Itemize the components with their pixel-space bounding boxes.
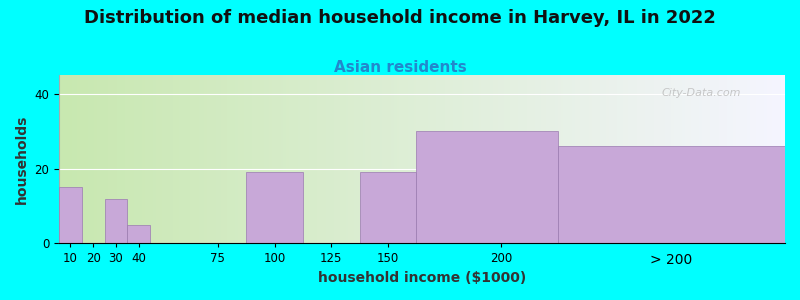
Text: City-Data.com: City-Data.com [662, 88, 741, 98]
Text: Asian residents: Asian residents [334, 60, 466, 75]
Text: Distribution of median household income in Harvey, IL in 2022: Distribution of median household income … [84, 9, 716, 27]
Bar [105, 199, 127, 243]
Bar [127, 225, 150, 243]
Bar [558, 146, 785, 243]
Bar [246, 172, 303, 243]
Bar [59, 187, 82, 243]
Bar [360, 172, 417, 243]
Bar [417, 131, 558, 243]
X-axis label: household income ($1000): household income ($1000) [318, 271, 526, 285]
Y-axis label: households: households [15, 115, 29, 204]
